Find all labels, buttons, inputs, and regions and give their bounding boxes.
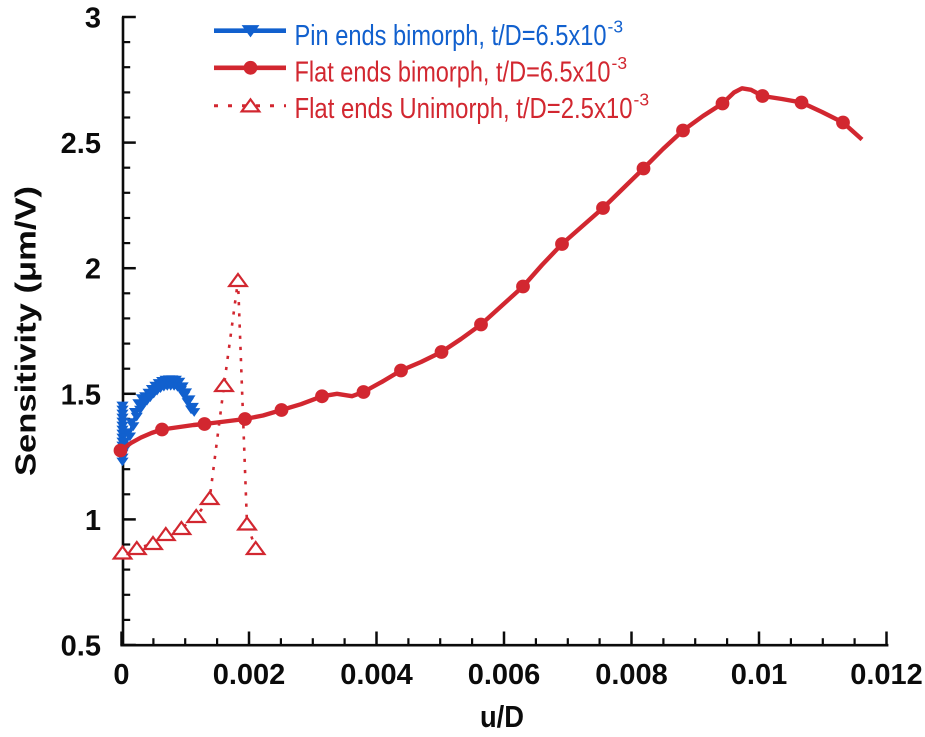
svg-text:1: 1	[85, 505, 101, 537]
svg-text:Pin ends bimorph, t/D=6.5x10: Pin ends bimorph, t/D=6.5x10	[295, 20, 607, 52]
svg-text:0.008: 0.008	[595, 659, 668, 691]
svg-text:0.002: 0.002	[213, 659, 286, 691]
svg-text:-3: -3	[634, 90, 650, 110]
svg-text:0.004: 0.004	[340, 659, 413, 691]
svg-text:Sensitivity (μm/V): Sensitivity (μm/V)	[11, 186, 43, 476]
svg-text:0.01: 0.01	[731, 659, 787, 691]
svg-text:-3: -3	[612, 53, 628, 73]
svg-text:1.5: 1.5	[61, 379, 101, 411]
svg-text:Flat ends bimorph, t/D=6.5x10: Flat ends bimorph, t/D=6.5x10	[295, 57, 611, 89]
svg-text:Flat ends Unimorph, t/D=2.5x10: Flat ends Unimorph, t/D=2.5x10	[295, 93, 633, 125]
svg-text:0.012: 0.012	[850, 659, 923, 691]
svg-text:2.5: 2.5	[61, 128, 101, 160]
svg-text:0.006: 0.006	[468, 659, 541, 691]
svg-text:0: 0	[113, 659, 129, 691]
svg-text:2: 2	[85, 254, 101, 286]
svg-text:3: 3	[85, 3, 101, 35]
svg-text:u/D: u/D	[480, 699, 524, 732]
svg-text:0.5: 0.5	[61, 631, 101, 663]
svg-text:-3: -3	[608, 17, 624, 37]
